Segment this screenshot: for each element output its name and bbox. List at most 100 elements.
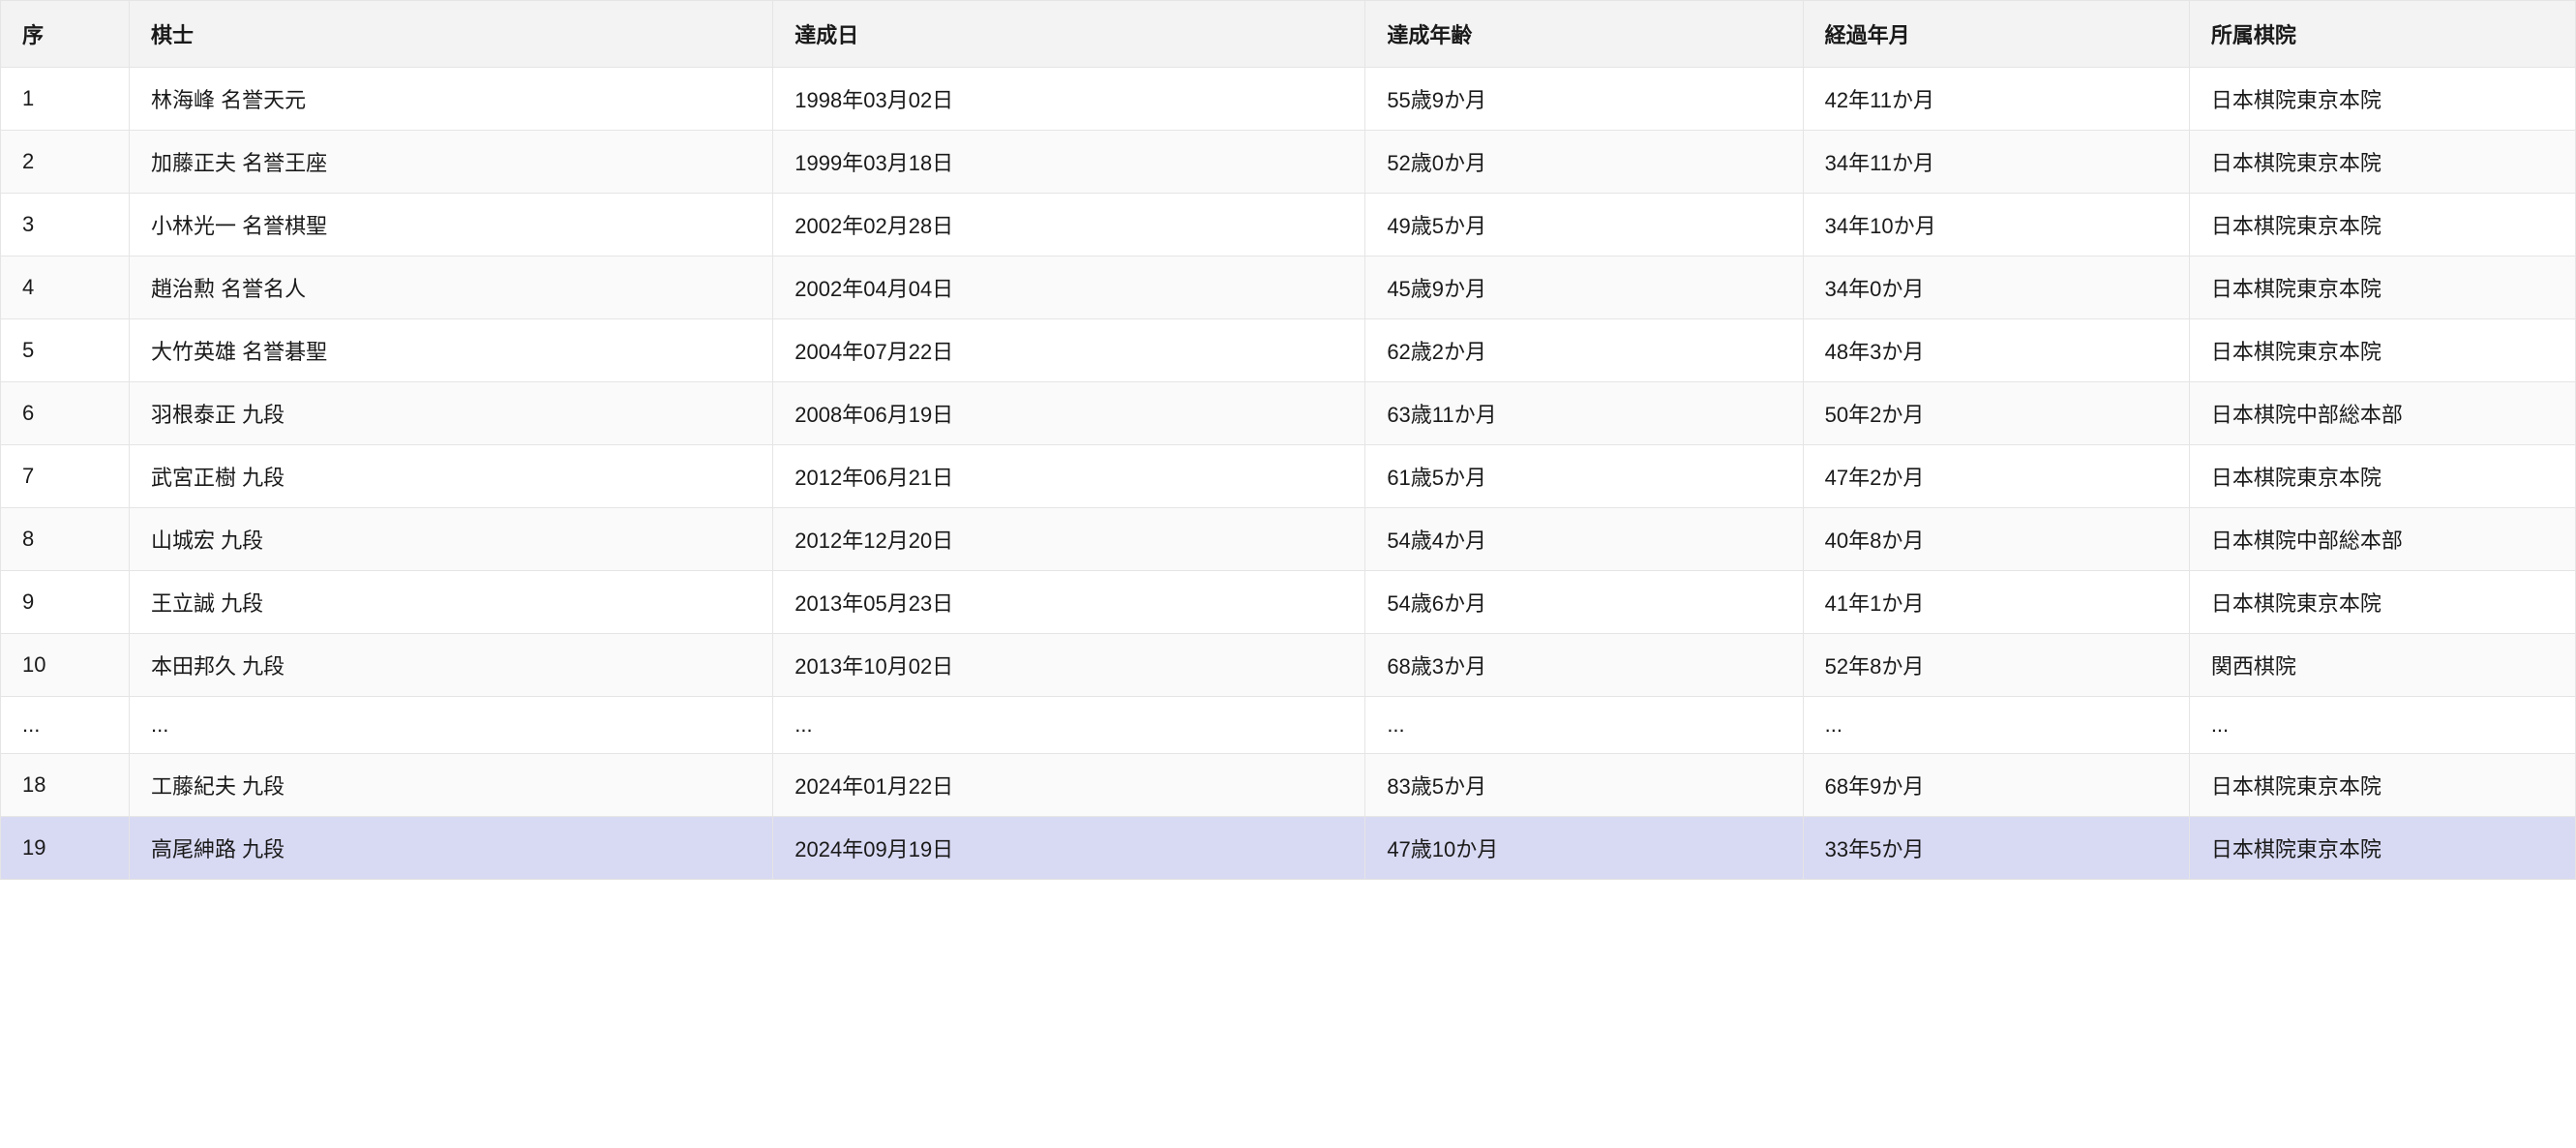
cell-affil: 日本棋院東京本院: [2189, 571, 2575, 634]
cell-elapsed: 40年8か月: [1803, 508, 2189, 571]
table-row: 4趙治勲 名誉名人2002年04月04日45歳9か月34年0か月日本棋院東京本院: [1, 257, 2576, 319]
table-row: 8山城宏 九段2012年12月20日54歳4か月40年8か月日本棋院中部総本部: [1, 508, 2576, 571]
cell-elapsed: ...: [1803, 697, 2189, 754]
cell-seq: 8: [1, 508, 130, 571]
cell-date: ...: [773, 697, 1365, 754]
table-header: 序 棋士 達成日 達成年齢 経過年月 所属棋院: [1, 1, 2576, 68]
cell-player: 高尾紳路 九段: [130, 817, 773, 880]
table-row: 3小林光一 名誉棋聖2002年02月28日49歳5か月34年10か月日本棋院東京…: [1, 194, 2576, 257]
table-row: 10本田邦久 九段2013年10月02日68歳3か月52年8か月関西棋院: [1, 634, 2576, 697]
table-row: 18工藤紀夫 九段2024年01月22日83歳5か月68年9か月日本棋院東京本院: [1, 754, 2576, 817]
cell-date: 2012年12月20日: [773, 508, 1365, 571]
header-affil: 所属棋院: [2189, 1, 2575, 68]
cell-affil: 日本棋院東京本院: [2189, 817, 2575, 880]
cell-date: 2013年05月23日: [773, 571, 1365, 634]
cell-seq: 5: [1, 319, 130, 382]
cell-age: 45歳9か月: [1365, 257, 1803, 319]
cell-age: 54歳6か月: [1365, 571, 1803, 634]
cell-age: 63歳11か月: [1365, 382, 1803, 445]
cell-affil: 日本棋院中部総本部: [2189, 382, 2575, 445]
cell-age: 68歳3か月: [1365, 634, 1803, 697]
cell-date: 2002年04月04日: [773, 257, 1365, 319]
cell-player: 趙治勲 名誉名人: [130, 257, 773, 319]
cell-date: 1998年03月02日: [773, 68, 1365, 131]
cell-elapsed: 48年3か月: [1803, 319, 2189, 382]
cell-elapsed: 33年5か月: [1803, 817, 2189, 880]
header-age: 達成年齢: [1365, 1, 1803, 68]
cell-elapsed: 68年9か月: [1803, 754, 2189, 817]
cell-affil: 日本棋院東京本院: [2189, 68, 2575, 131]
header-date: 達成日: [773, 1, 1365, 68]
cell-date: 2024年09月19日: [773, 817, 1365, 880]
cell-seq: 7: [1, 445, 130, 508]
cell-player: 本田邦久 九段: [130, 634, 773, 697]
cell-age: 83歳5か月: [1365, 754, 1803, 817]
header-seq: 序: [1, 1, 130, 68]
cell-age: 62歳2か月: [1365, 319, 1803, 382]
cell-seq: 10: [1, 634, 130, 697]
cell-player: 林海峰 名誉天元: [130, 68, 773, 131]
cell-date: 2004年07月22日: [773, 319, 1365, 382]
cell-player: 小林光一 名誉棋聖: [130, 194, 773, 257]
achievement-table: 序 棋士 達成日 達成年齢 経過年月 所属棋院 1林海峰 名誉天元1998年03…: [0, 0, 2576, 880]
header-player: 棋士: [130, 1, 773, 68]
table-row: 5大竹英雄 名誉碁聖2004年07月22日62歳2か月48年3か月日本棋院東京本…: [1, 319, 2576, 382]
cell-date: 2012年06月21日: [773, 445, 1365, 508]
cell-affil: 関西棋院: [2189, 634, 2575, 697]
table-row: 7武宮正樹 九段2012年06月21日61歳5か月47年2か月日本棋院東京本院: [1, 445, 2576, 508]
header-elapsed: 経過年月: [1803, 1, 2189, 68]
cell-date: 2008年06月19日: [773, 382, 1365, 445]
cell-seq: ...: [1, 697, 130, 754]
cell-elapsed: 52年8か月: [1803, 634, 2189, 697]
cell-age: 47歳10か月: [1365, 817, 1803, 880]
cell-age: 61歳5か月: [1365, 445, 1803, 508]
cell-date: 2013年10月02日: [773, 634, 1365, 697]
cell-elapsed: 41年1か月: [1803, 571, 2189, 634]
cell-date: 1999年03月18日: [773, 131, 1365, 194]
cell-seq: 9: [1, 571, 130, 634]
header-row: 序 棋士 達成日 達成年齢 経過年月 所属棋院: [1, 1, 2576, 68]
cell-seq: 4: [1, 257, 130, 319]
cell-date: 2002年02月28日: [773, 194, 1365, 257]
cell-seq: 3: [1, 194, 130, 257]
cell-age: 52歳0か月: [1365, 131, 1803, 194]
table-body: 1林海峰 名誉天元1998年03月02日55歳9か月42年11か月日本棋院東京本…: [1, 68, 2576, 880]
table-row: 19高尾紳路 九段2024年09月19日47歳10か月33年5か月日本棋院東京本…: [1, 817, 2576, 880]
cell-elapsed: 42年11か月: [1803, 68, 2189, 131]
cell-player: 加藤正夫 名誉王座: [130, 131, 773, 194]
cell-elapsed: 50年2か月: [1803, 382, 2189, 445]
cell-affil: 日本棋院東京本院: [2189, 131, 2575, 194]
cell-elapsed: 47年2か月: [1803, 445, 2189, 508]
cell-affil: 日本棋院東京本院: [2189, 445, 2575, 508]
cell-affil: 日本棋院東京本院: [2189, 194, 2575, 257]
table-row: 9王立誠 九段2013年05月23日54歳6か月41年1か月日本棋院東京本院: [1, 571, 2576, 634]
cell-elapsed: 34年0か月: [1803, 257, 2189, 319]
cell-age: 49歳5か月: [1365, 194, 1803, 257]
cell-player: ...: [130, 697, 773, 754]
cell-age: 54歳4か月: [1365, 508, 1803, 571]
table-row: 2加藤正夫 名誉王座1999年03月18日52歳0か月34年11か月日本棋院東京…: [1, 131, 2576, 194]
cell-affil: ...: [2189, 697, 2575, 754]
cell-player: 羽根泰正 九段: [130, 382, 773, 445]
cell-affil: 日本棋院東京本院: [2189, 319, 2575, 382]
table-row: 1林海峰 名誉天元1998年03月02日55歳9か月42年11か月日本棋院東京本…: [1, 68, 2576, 131]
cell-affil: 日本棋院東京本院: [2189, 257, 2575, 319]
cell-player: 大竹英雄 名誉碁聖: [130, 319, 773, 382]
cell-affil: 日本棋院東京本院: [2189, 754, 2575, 817]
cell-seq: 1: [1, 68, 130, 131]
cell-player: 王立誠 九段: [130, 571, 773, 634]
cell-player: 工藤紀夫 九段: [130, 754, 773, 817]
cell-elapsed: 34年11か月: [1803, 131, 2189, 194]
cell-affil: 日本棋院中部総本部: [2189, 508, 2575, 571]
table-row: 6羽根泰正 九段2008年06月19日63歳11か月50年2か月日本棋院中部総本…: [1, 382, 2576, 445]
cell-age: 55歳9か月: [1365, 68, 1803, 131]
cell-player: 武宮正樹 九段: [130, 445, 773, 508]
cell-elapsed: 34年10か月: [1803, 194, 2189, 257]
cell-seq: 19: [1, 817, 130, 880]
cell-seq: 18: [1, 754, 130, 817]
cell-date: 2024年01月22日: [773, 754, 1365, 817]
cell-player: 山城宏 九段: [130, 508, 773, 571]
cell-seq: 6: [1, 382, 130, 445]
cell-age: ...: [1365, 697, 1803, 754]
table-row: ..................: [1, 697, 2576, 754]
